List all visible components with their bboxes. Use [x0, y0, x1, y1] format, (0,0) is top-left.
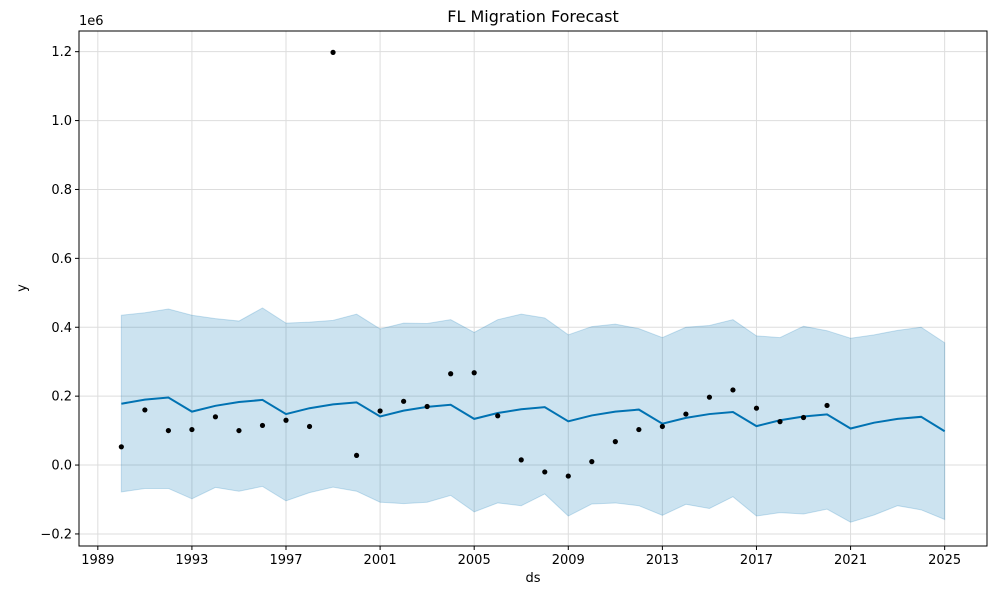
y-tick-label: 0.4	[51, 321, 72, 336]
observed-point	[706, 394, 713, 400]
observed-point	[659, 423, 665, 430]
observed-point	[448, 371, 454, 377]
y-tick-label: 0.0	[51, 459, 72, 474]
uncertainty-band	[120, 307, 946, 523]
observed-point	[189, 426, 195, 433]
y-tick-label: 1.0	[51, 114, 72, 129]
x-tick-label: 2009	[552, 553, 585, 568]
observed-points-layer	[118, 49, 830, 479]
observed-point	[589, 459, 595, 465]
x-tick-label: 2025	[928, 553, 961, 568]
observed-point	[212, 414, 219, 420]
x-tick-label: 2021	[834, 553, 867, 568]
x-tick-label: 2001	[364, 553, 397, 568]
observed-point	[518, 457, 524, 463]
observed-point	[165, 427, 171, 434]
observed-point	[565, 473, 571, 479]
observed-point	[259, 422, 266, 429]
x-tick-label: 2013	[646, 553, 679, 568]
observed-point	[824, 402, 830, 409]
y-tick-label: 0.8	[51, 183, 72, 198]
observed-point	[306, 423, 313, 430]
grid-layer	[79, 31, 987, 546]
observed-point	[636, 426, 642, 433]
x-tick-label: 1997	[269, 553, 302, 568]
observed-point	[377, 408, 383, 414]
observed-point	[283, 417, 289, 423]
y-axis-label: y	[15, 284, 30, 292]
observed-point	[753, 405, 760, 411]
plot-frame	[78, 30, 988, 547]
observed-point	[777, 419, 783, 425]
observed-point	[236, 427, 242, 434]
y-tick-label: 0.6	[51, 252, 72, 267]
y-tick-label: 0.2	[51, 390, 72, 405]
observed-point	[730, 387, 736, 393]
observed-point	[118, 444, 124, 450]
x-axis-label: ds	[525, 571, 540, 586]
y-tick-label: −0.2	[40, 527, 72, 542]
forecast-line	[121, 396, 946, 433]
forecast-line-layer	[121, 396, 946, 433]
interval-band-layer	[120, 307, 946, 523]
y-tick-label: 1.2	[51, 45, 72, 60]
observed-point	[542, 469, 548, 475]
x-tick-label: 1993	[175, 553, 208, 568]
observed-point	[353, 452, 360, 459]
y-offset-label: 1e6	[79, 14, 104, 29]
x-tick-label: 2017	[740, 553, 773, 568]
observed-point	[495, 413, 501, 419]
observed-point	[401, 398, 407, 404]
observed-point	[142, 407, 148, 413]
observed-point	[683, 411, 689, 417]
observed-point	[800, 414, 807, 421]
observed-point	[612, 439, 618, 445]
chart-title: FL Migration Forecast	[447, 7, 618, 26]
x-tick-label: 1989	[81, 553, 114, 568]
tick-layer: 1989 1993 1997 2001 2005 2009 2013 2017 2021 2025…	[40, 45, 961, 568]
x-tick-label: 2005	[458, 553, 491, 568]
observed-point	[330, 49, 336, 55]
observed-point	[471, 370, 477, 376]
observed-point	[424, 403, 430, 410]
